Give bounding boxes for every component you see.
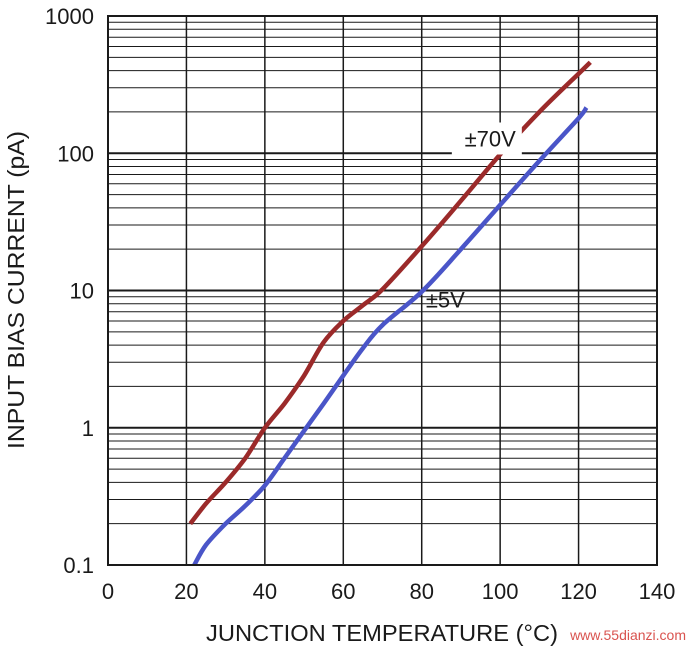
- x-tick-labels: 0 20 40 60 80 100 120 140: [102, 579, 675, 604]
- x-tick-label: 40: [253, 579, 277, 604]
- x-tick-label: 120: [560, 579, 597, 604]
- x-tick-label: 80: [409, 579, 433, 604]
- y-tick-label: 10: [70, 279, 94, 304]
- x-tick-label: 100: [482, 579, 519, 604]
- annotation-background: [451, 122, 522, 155]
- y-tick-label: 1000: [45, 4, 94, 29]
- x-tick-label: 20: [174, 579, 198, 604]
- y-tick-label: 0.1: [63, 553, 94, 578]
- series-annotation: ±5V: [426, 288, 465, 313]
- y-tick-labels: 0.1 1 10 100 1000: [45, 4, 94, 578]
- x-axis-title: JUNCTION TEMPERATURE (°C): [206, 620, 558, 646]
- series-line-1: [192, 106, 589, 567]
- x-tick-label: 0: [102, 579, 114, 604]
- series-annotation: ±70V: [465, 126, 517, 151]
- y-tick-label: 100: [57, 141, 94, 166]
- y-tick-label: 1: [82, 416, 94, 441]
- plot-frame: [107, 15, 658, 566]
- y-axis-title: INPUT BIAS CURRENT (pA): [3, 131, 29, 449]
- series-annotations: ±70V ±5V: [426, 122, 522, 313]
- x-tick-label: 140: [639, 579, 676, 604]
- watermark: www.55dianzi.com: [569, 627, 686, 643]
- x-tick-label: 60: [331, 579, 355, 604]
